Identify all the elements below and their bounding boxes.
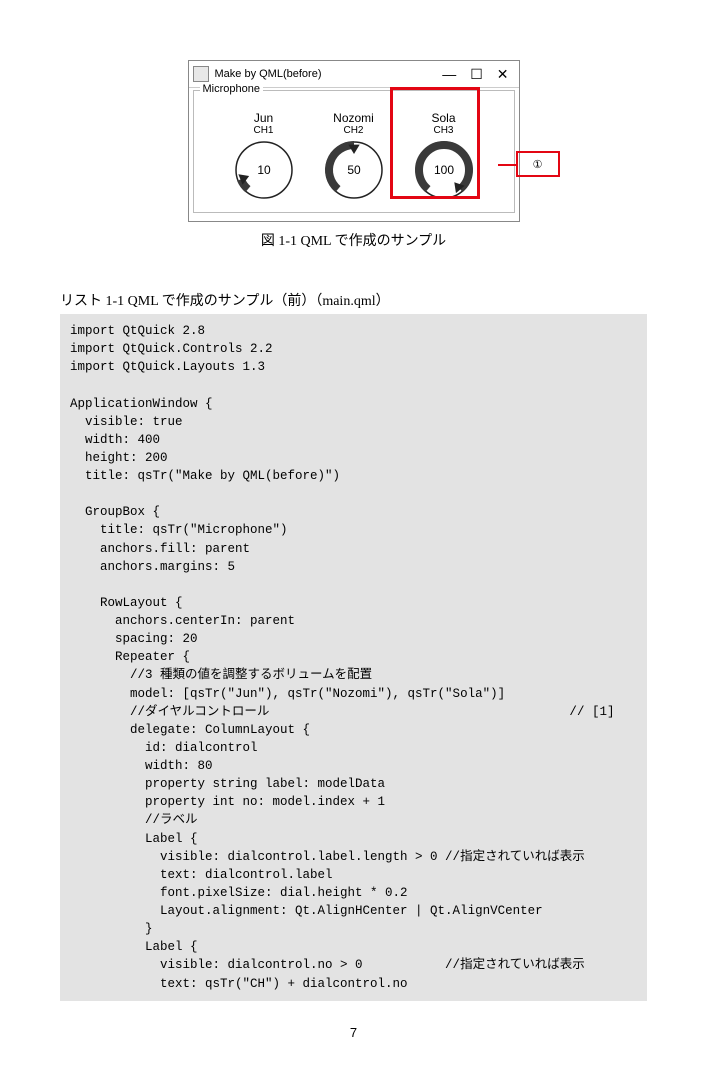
dials-row: ① JunCH110NozomiCH250SolaCH3100: [200, 111, 508, 202]
window-controls: — ☐ ✕: [442, 67, 514, 81]
dial-name: Jun: [254, 111, 273, 125]
dial-svg[interactable]: 100: [412, 138, 476, 202]
dial-name: Nozomi: [333, 111, 374, 125]
svg-text:50: 50: [347, 163, 361, 177]
minimize-icon[interactable]: —: [442, 67, 456, 81]
listing-caption: リスト 1-1 QML で作成のサンプル（前）（main.qml）: [60, 290, 647, 310]
window-title: Make by QML(before): [215, 68, 443, 80]
close-icon[interactable]: ✕: [497, 67, 509, 81]
dial-column: NozomiCH2 50: [312, 111, 396, 202]
dial-column: JunCH1 10: [222, 111, 306, 202]
callout-label: ①: [533, 158, 543, 171]
svg-text:10: 10: [257, 163, 271, 177]
dial-channel: CH1: [253, 125, 273, 136]
figure-caption: 図 1-1 QML で作成のサンプル: [60, 230, 647, 250]
microphone-groupbox: Microphone ① JunCH110NozomiCH250SolaCH31…: [193, 90, 515, 213]
svg-text:100: 100: [433, 163, 453, 177]
figure-wrapper: Make by QML(before) — ☐ ✕ Microphone ① J…: [60, 60, 647, 250]
dial-column: SolaCH3 100: [402, 111, 486, 202]
app-window: Make by QML(before) — ☐ ✕ Microphone ① J…: [188, 60, 520, 222]
dial-channel: CH2: [343, 125, 363, 136]
window-app-icon: [193, 66, 209, 82]
dial-name: Sola: [431, 111, 455, 125]
dial-svg[interactable]: 50: [322, 138, 386, 202]
groupbox-label: Microphone: [200, 83, 263, 95]
code-listing: import QtQuick 2.8 import QtQuick.Contro…: [60, 314, 647, 1001]
dial-channel: CH3: [433, 125, 453, 136]
callout-badge: ①: [516, 151, 560, 177]
page-number: 7: [60, 1025, 647, 1040]
maximize-icon[interactable]: ☐: [470, 67, 483, 81]
dial-svg[interactable]: 10: [232, 138, 296, 202]
